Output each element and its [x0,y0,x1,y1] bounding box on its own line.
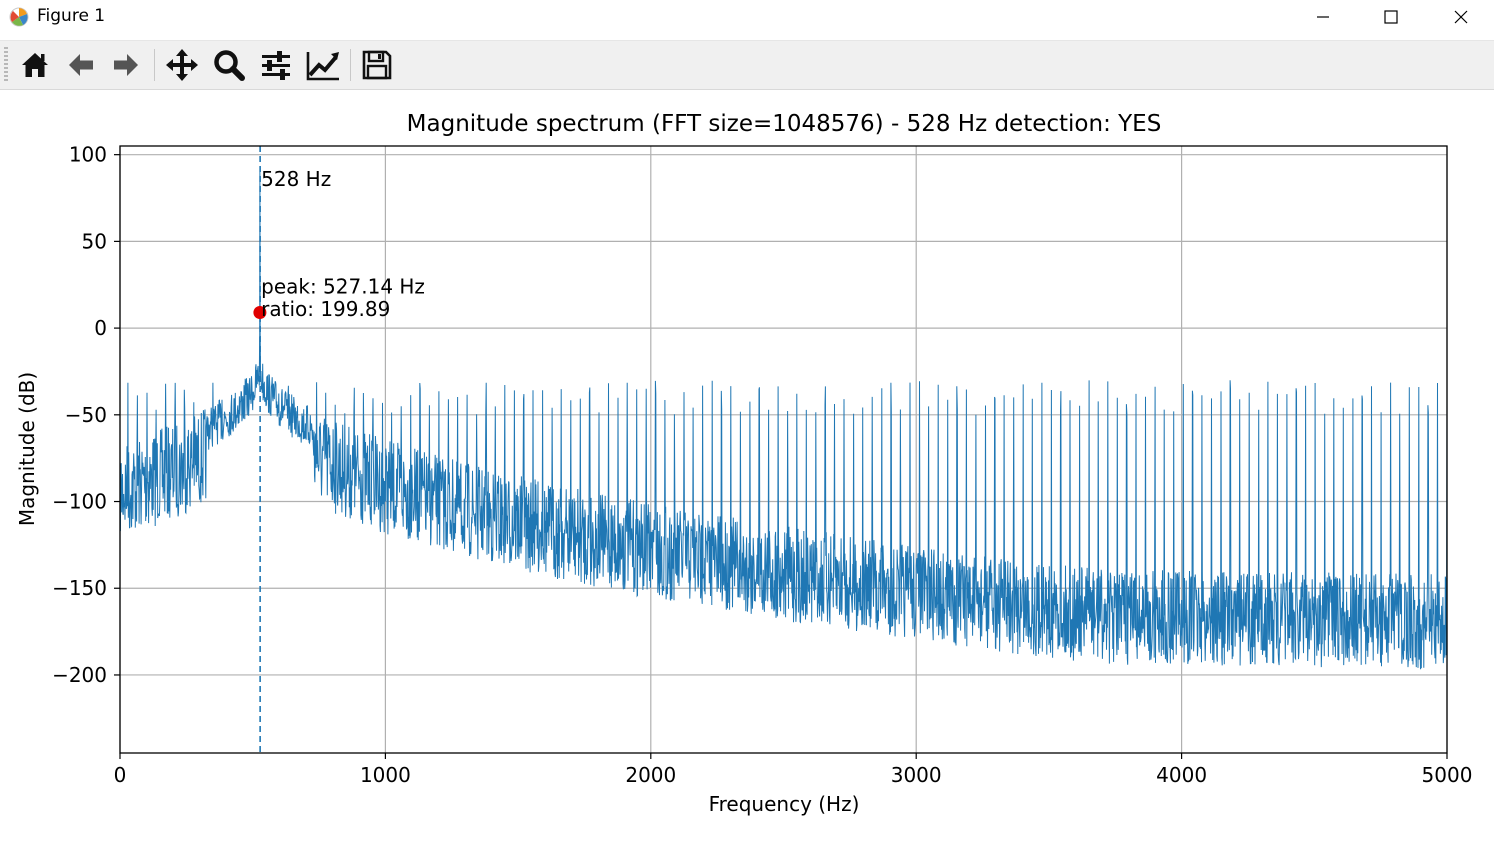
save-button[interactable] [357,47,397,83]
x-axis-label: Frequency (Hz) [709,792,860,816]
x-tick-label: 4000 [1156,763,1207,787]
floppy-disk-icon [362,50,392,80]
minimize-icon [1317,15,1329,18]
x-tick-label: 0 [114,763,127,787]
y-tick-label: 0 [94,316,107,340]
y-tick-label: −150 [52,576,107,600]
edit-axes-button[interactable] [303,47,343,83]
chart-title: Magnitude spectrum (FFT size=1048576) - … [407,111,1162,137]
window-titlebar: Figure 1 [0,0,1494,33]
figure-canvas: Magnitude spectrum (FFT size=1048576) - … [0,89,1494,837]
x-tick-label: 5000 [1422,763,1473,787]
arrow-right-icon [114,54,138,76]
minimize-button[interactable] [1288,0,1358,33]
y-axis-label: Magnitude (dB) [15,372,39,526]
spectrum-chart[interactable]: Magnitude spectrum (FFT size=1048576) - … [0,89,1494,837]
home-icon [22,53,48,77]
arrow-left-icon [69,54,93,76]
y-axis: 100 50 0 −50 −100 −150 −200 [52,143,120,687]
toolbar-grip [4,47,8,81]
toolbar-separator [350,49,351,81]
toolbar-separator [154,49,155,81]
move-icon [166,49,198,81]
plot-area [119,146,1448,753]
back-button[interactable] [61,47,101,83]
configure-subplots-button[interactable] [256,47,296,83]
matplotlib-logo-icon [9,7,29,27]
x-axis: 0 1000 2000 3000 4000 5000 [114,753,1473,787]
x-tick-label: 1000 [360,763,411,787]
y-tick-label: −200 [52,663,107,687]
magnifier-icon [214,50,245,81]
window-title: Figure 1 [37,6,106,26]
close-icon [1454,10,1468,23]
y-tick-label: −100 [52,490,107,514]
ratio-annotation: ratio: 199.89 [261,297,390,321]
reference-line-label: 528 Hz [261,167,331,191]
y-tick-label: 50 [82,229,107,253]
pan-button[interactable] [162,47,202,83]
peak-marker [253,305,267,319]
x-tick-label: 3000 [891,763,942,787]
maximize-button[interactable] [1356,0,1426,33]
y-tick-label: 100 [69,143,107,167]
zoom-button[interactable] [209,47,249,83]
navigation-toolbar [0,40,1494,90]
line-chart-icon [306,52,339,81]
close-button[interactable] [1426,0,1494,33]
forward-button[interactable] [106,47,146,83]
x-tick-label: 2000 [625,763,676,787]
y-tick-label: −50 [65,403,107,427]
home-button[interactable] [15,47,55,83]
spectrum-series-line [119,171,1448,670]
peak-annotation: peak: 527.14 Hz [261,274,425,298]
maximize-icon [1384,9,1398,24]
axes-frame [119,145,1448,754]
sliders-icon [262,51,290,80]
